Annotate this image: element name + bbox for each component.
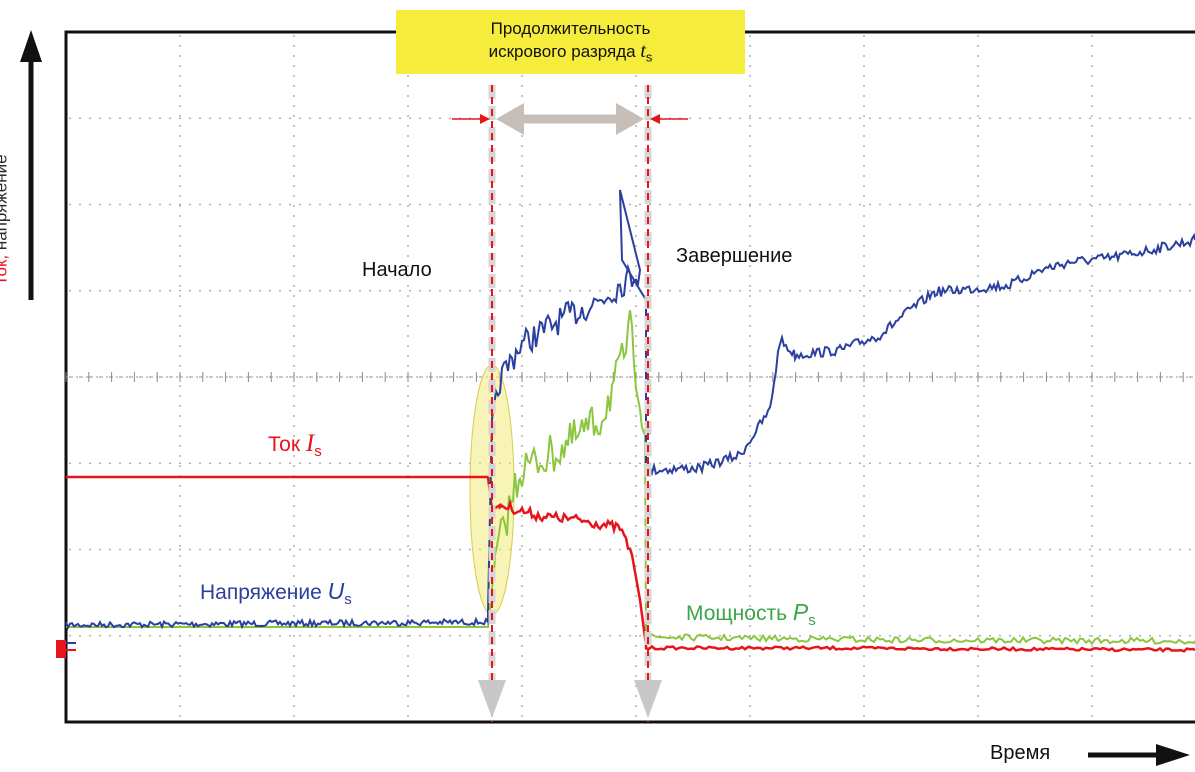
start-label: Начало: [362, 259, 432, 281]
y-axis-label-current: Ток,: [0, 254, 11, 286]
start-marker: [478, 85, 506, 722]
current-label: Ток Is: [268, 430, 322, 460]
x-axis-arrow: [1088, 744, 1190, 766]
power-label-text: Мощность: [686, 602, 793, 625]
voltage-trace: [65, 189, 1195, 630]
duration-title-box: Продолжительность искрового разряда ts: [396, 10, 745, 74]
current-trace: [66, 475, 1195, 653]
duration-title-text: искрового разряда: [488, 42, 636, 61]
y-axis-arrow: [20, 30, 42, 300]
voltage-label-text: Напряжение: [200, 581, 328, 604]
channel-marker: [56, 640, 76, 658]
duration-title-line1: Продолжительность: [490, 19, 651, 38]
power-label: Мощность Ps: [686, 599, 816, 629]
voltage-subscript: s: [344, 591, 352, 609]
y-axis-label: Ток, напряжение: [0, 154, 12, 285]
y-axis-label-voltage: напряжение: [0, 154, 11, 251]
duration-title-line2: искрового разряда ts: [396, 40, 745, 68]
x-axis-label: Время: [990, 742, 1051, 764]
power-symbol: P: [792, 599, 809, 625]
grid: [65, 35, 1195, 717]
current-subscript: s: [314, 443, 322, 461]
duration-arrow: [452, 103, 688, 135]
current-label-text: Ток: [268, 433, 306, 456]
voltage-label: Напряжение Us: [200, 578, 352, 608]
current-symbol: I: [305, 430, 315, 457]
duration-subscript: s: [645, 49, 653, 65]
end-label: Завершение: [676, 245, 793, 267]
end-marker: [634, 85, 662, 722]
voltage-symbol: U: [327, 578, 345, 604]
power-trace: [66, 310, 1195, 646]
power-subscript: s: [808, 612, 816, 630]
duration-symbol: t: [640, 40, 646, 62]
